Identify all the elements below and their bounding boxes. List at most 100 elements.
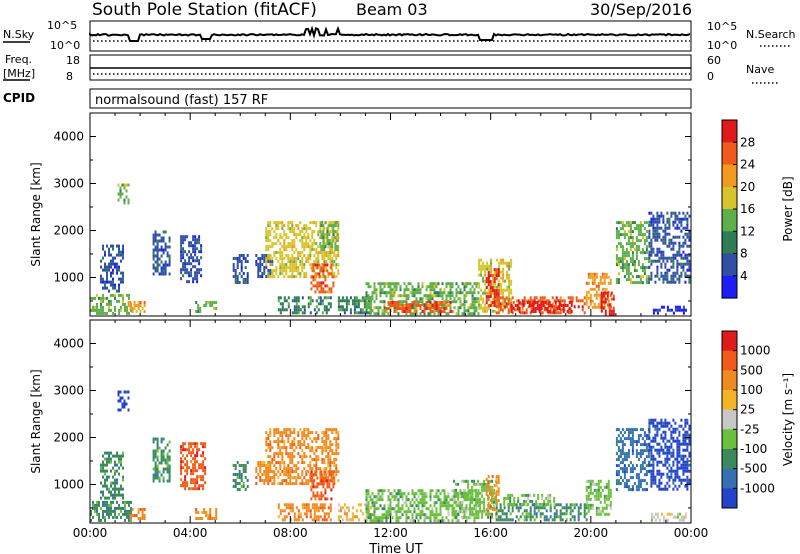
data-patch [310, 263, 335, 294]
station-title: South Pole Station (fitACF) [92, 0, 317, 20]
time-axis: 00:00 04:00 08:00 12:00 16:00 20:00 00:00 [73, 526, 709, 540]
data-patch [100, 244, 124, 293]
data-patch [232, 461, 249, 491]
colorbar-segment [722, 350, 737, 371]
colorbar-segment [722, 209, 737, 232]
data-patch [503, 493, 556, 506]
time-axis-label: Time UT [368, 542, 422, 554]
colorbar-segment [722, 275, 737, 299]
date-label: 30/Sep/2016 [590, 0, 692, 19]
data-patch [510, 301, 573, 313]
colorbar-tick-label: 20 [740, 180, 755, 194]
freq-unit-label: [MHz] [3, 67, 35, 80]
colorbar-segment [722, 186, 737, 210]
colorbar-segment [722, 409, 737, 430]
nsky-tick-bottom: 10^0 [50, 39, 80, 52]
colorbar-segment [722, 390, 737, 411]
colorbar-tick-label: 1000 [740, 344, 771, 358]
x-tick-label: 00:00 [674, 526, 709, 540]
colorbar-segment [722, 468, 737, 489]
data-patch [152, 437, 171, 483]
colorbar-tick-label: 24 [740, 158, 755, 172]
y-axis-label: Slant Range [km] [29, 369, 43, 473]
data-patch [127, 301, 146, 313]
data-patch [180, 442, 207, 491]
data-patch [585, 272, 612, 309]
data-patch [90, 293, 132, 315]
nave-tick-top: 60 [707, 54, 721, 67]
colorbar-segment [722, 488, 737, 509]
nsearch-tick-bottom: 10^0 [707, 39, 737, 52]
y-tick-label: 2000 [53, 430, 84, 444]
data-patch [90, 500, 132, 522]
power-panel: 1000 2000 3000 4000 Slant Range [km] [29, 112, 692, 317]
colorbar-tick-label: 100 [740, 383, 763, 397]
x-tick-label: 04:00 [173, 526, 208, 540]
nsky-label: N.Sky [3, 28, 35, 41]
cpid-label: CPID [3, 91, 35, 105]
colorbar-tick-label: 16 [740, 202, 755, 216]
nsky-trace [89, 25, 691, 42]
data-patch [117, 183, 130, 205]
cpid-frame [89, 88, 692, 109]
colorbar-segment [722, 231, 737, 255]
colorbar-tick-label: -25 [740, 422, 760, 436]
colorbar-segment [722, 370, 737, 391]
beam-label: Beam 03 [356, 0, 428, 19]
cpid-text: normalsound (fast) 157 RF [95, 93, 268, 108]
y-tick-label: 4000 [53, 129, 84, 143]
colorbar-tick-label: 500 [740, 363, 763, 377]
colorbar-segment [722, 142, 737, 166]
data-patch [152, 230, 171, 276]
data-patch [453, 479, 498, 519]
data-patch [485, 268, 500, 308]
data-patch [650, 512, 687, 522]
data-patch [320, 221, 339, 252]
colorbar-segment [722, 331, 737, 352]
x-tick-label: 12:00 [373, 526, 408, 540]
data-patch [129, 508, 146, 520]
data-patch [100, 451, 124, 500]
data-patch [600, 291, 615, 316]
colorbar-segment [722, 164, 737, 188]
nsky-tick-top: 10^5 [47, 19, 77, 32]
y-axis-label: Slant Range [km] [29, 162, 43, 266]
colorbar-tick-label: -500 [740, 462, 767, 476]
x-tick-label: 08:00 [273, 526, 308, 540]
nave-tick-bottom: 0 [707, 70, 714, 83]
colorbar-tick-label: 12 [740, 224, 755, 238]
data-patch [585, 479, 612, 516]
velocity-colorbar: 1000 500 100 25 -25 -100 -500 -1000 Velocity [m … [721, 330, 795, 509]
data-patch [648, 211, 691, 284]
colorbar-segment [722, 449, 737, 470]
colorbar-tick-label: 8 [740, 247, 748, 261]
y-tick-label: 1000 [53, 477, 84, 491]
colorbar-tick-label: -100 [740, 442, 767, 456]
velocity-panel: 1000 2000 3000 4000 Slant Range [km] [29, 319, 692, 524]
data-patch [337, 296, 372, 315]
nsearch-label: N.Search [746, 28, 796, 41]
data-patch [232, 254, 249, 284]
x-tick-label: 16:00 [473, 526, 508, 540]
nsky-frame [89, 20, 692, 52]
data-patch [648, 418, 691, 491]
colorbar-tick-label: 28 [740, 135, 755, 149]
data-patch [615, 221, 650, 285]
data-patch [195, 508, 218, 520]
colorbar-tick-label: 25 [740, 403, 755, 417]
nave-label: Nave [746, 63, 774, 76]
nsearch-tick-top: 10^5 [707, 20, 737, 33]
y-tick-label: 3000 [53, 176, 84, 190]
colorbar-segment [722, 253, 737, 277]
y-tick-label: 2000 [53, 223, 84, 237]
colorbar-segment [722, 120, 737, 143]
freq-tick-top: 18 [66, 54, 80, 67]
data-patch [615, 428, 650, 492]
data-patch [652, 305, 687, 315]
colorbar-label: Power [dB] [781, 176, 795, 241]
data-patch [310, 470, 335, 501]
data-patch [277, 503, 332, 522]
data-patch [195, 301, 218, 313]
colorbar-tick-label: 4 [740, 269, 748, 283]
